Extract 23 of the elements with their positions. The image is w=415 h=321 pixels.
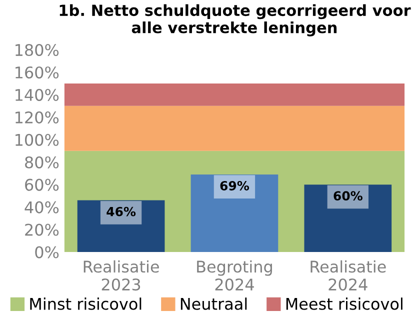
x-tick-label: Realisatie 2024 — [310, 260, 386, 291]
y-tick-label: 120% — [16, 111, 59, 124]
legend-label: Minst risicovol — [30, 298, 142, 310]
y-tick-label: 80% — [25, 156, 59, 168]
data-label: 46% — [106, 206, 136, 216]
chart-title: 1b. Netto schuldquote gecorrigeerd voor alle verstrekte leningen — [60, 4, 411, 36]
y-tick-label: 100% — [16, 134, 59, 146]
x-tick-label: Realisatie 2023 — [84, 260, 159, 291]
bar — [190, 174, 278, 252]
data-label: 60% — [334, 191, 362, 201]
x-tick-label: Begroting 2024 — [197, 260, 272, 291]
legend-label: Meest risicovol — [286, 298, 402, 310]
y-tick-label: 40% — [24, 201, 59, 214]
y-tick-label: 140% — [16, 88, 59, 101]
y-tick-label: 0% — [35, 246, 59, 258]
y-tick-label: 20% — [25, 224, 59, 236]
y-tick-label: 160% — [16, 66, 59, 79]
bar — [77, 200, 165, 252]
legend-label: Neutraal — [180, 298, 247, 310]
bar — [304, 184, 392, 252]
data-label: 69% — [220, 180, 250, 190]
y-tick-label: 180% — [16, 44, 59, 56]
y-tick-label: 60% — [25, 178, 59, 191]
